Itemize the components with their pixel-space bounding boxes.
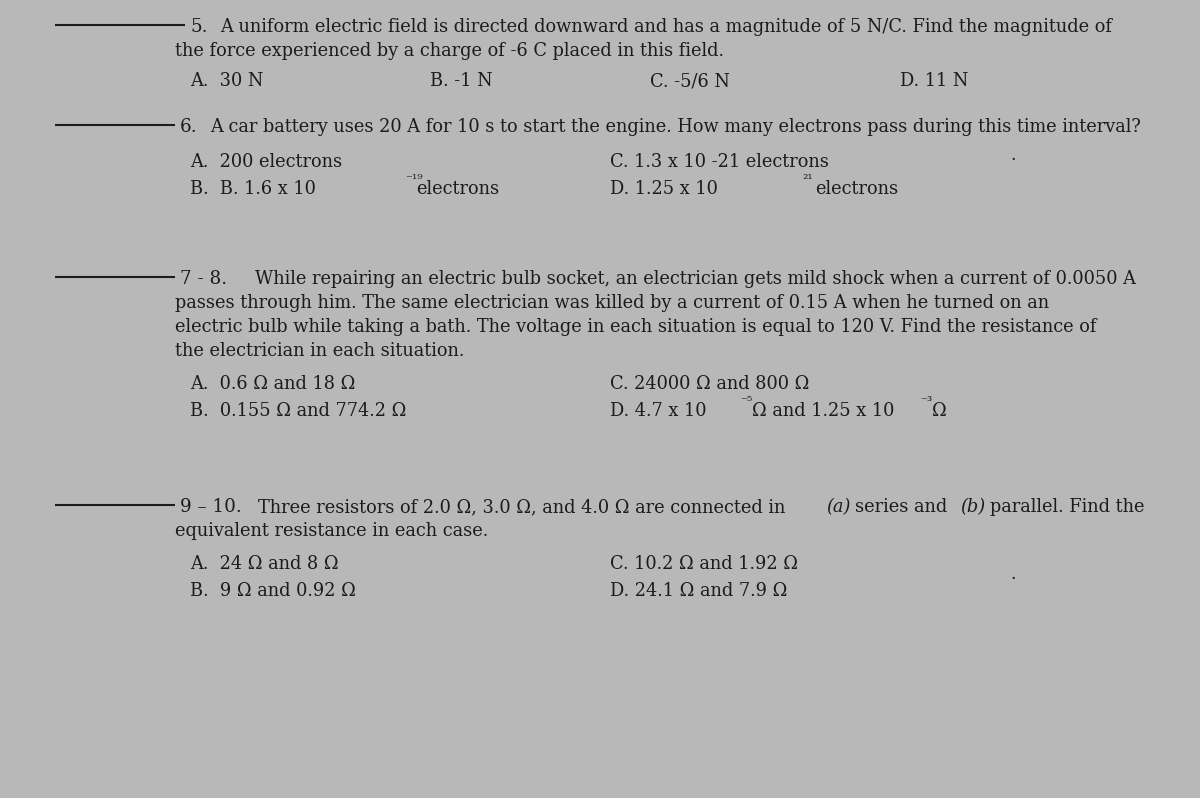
Text: While repairing an electric bulb socket, an electrician gets mild shock when a c: While repairing an electric bulb socket,…	[256, 270, 1136, 288]
Text: equivalent resistance in each case.: equivalent resistance in each case.	[175, 522, 488, 540]
Text: C. -5/6 N: C. -5/6 N	[650, 72, 730, 90]
Text: A.  30 N: A. 30 N	[190, 72, 263, 90]
Text: 7 - 8.: 7 - 8.	[180, 270, 227, 288]
Text: 9 – 10.: 9 – 10.	[180, 498, 241, 516]
Text: D. 1.25 x 10: D. 1.25 x 10	[610, 180, 718, 198]
Text: A.  200 electrons: A. 200 electrons	[190, 153, 342, 171]
Text: D. 24.1 Ω and 7.9 Ω: D. 24.1 Ω and 7.9 Ω	[610, 582, 787, 600]
Text: series and: series and	[854, 498, 947, 516]
Text: B. -1 N: B. -1 N	[430, 72, 493, 90]
Text: Ω and 1.25 x 10: Ω and 1.25 x 10	[752, 402, 894, 420]
Text: electrons: electrons	[416, 180, 499, 198]
Text: ⁻⁵: ⁻⁵	[740, 395, 752, 408]
Text: D. 4.7 x 10: D. 4.7 x 10	[610, 402, 707, 420]
Text: A uniform electric field is directed downward and has a magnitude of 5 N/C. Find: A uniform electric field is directed dow…	[220, 18, 1112, 36]
Text: C. 10.2 Ω and 1.92 Ω: C. 10.2 Ω and 1.92 Ω	[610, 555, 798, 573]
Text: 6.: 6.	[180, 118, 198, 136]
Text: (a): (a)	[826, 498, 851, 516]
Text: C. 24000 Ω and 800 Ω: C. 24000 Ω and 800 Ω	[610, 375, 809, 393]
Text: electric bulb while taking a bath. The voltage in each situation is equal to 120: electric bulb while taking a bath. The v…	[175, 318, 1097, 336]
Text: .: .	[1010, 565, 1015, 583]
Text: Three resistors of 2.0 Ω, 3.0 Ω, and 4.0 Ω are connected in: Three resistors of 2.0 Ω, 3.0 Ω, and 4.0…	[258, 498, 785, 516]
Text: B.  9 Ω and 0.92 Ω: B. 9 Ω and 0.92 Ω	[190, 582, 356, 600]
Text: parallel. Find the: parallel. Find the	[990, 498, 1145, 516]
Text: A.  24 Ω and 8 Ω: A. 24 Ω and 8 Ω	[190, 555, 338, 573]
Text: ²¹: ²¹	[802, 173, 812, 186]
Text: B.  B. 1.6 x 10: B. B. 1.6 x 10	[190, 180, 316, 198]
Text: A car battery uses 20 A for 10 s to start the engine. How many electrons pass du: A car battery uses 20 A for 10 s to star…	[210, 118, 1141, 136]
Text: electrons: electrons	[815, 180, 898, 198]
Text: ⁻³: ⁻³	[920, 395, 932, 408]
Text: the force experienced by a charge of -6 C placed in this field.: the force experienced by a charge of -6 …	[175, 42, 724, 60]
Text: C. 1.3 x 10 -21 electrons: C. 1.3 x 10 -21 electrons	[610, 153, 829, 171]
Text: D. 11 N: D. 11 N	[900, 72, 968, 90]
Text: ⁻¹⁹: ⁻¹⁹	[406, 173, 422, 186]
Text: B.  0.155 Ω and 774.2 Ω: B. 0.155 Ω and 774.2 Ω	[190, 402, 407, 420]
Text: Ω: Ω	[932, 402, 947, 420]
Text: A.  0.6 Ω and 18 Ω: A. 0.6 Ω and 18 Ω	[190, 375, 355, 393]
Text: passes through him. The same electrician was killed by a current of 0.15 A when : passes through him. The same electrician…	[175, 294, 1049, 312]
Text: .: .	[1010, 146, 1015, 164]
Text: 5.: 5.	[190, 18, 208, 36]
Text: (b): (b)	[960, 498, 985, 516]
Text: the electrician in each situation.: the electrician in each situation.	[175, 342, 464, 360]
